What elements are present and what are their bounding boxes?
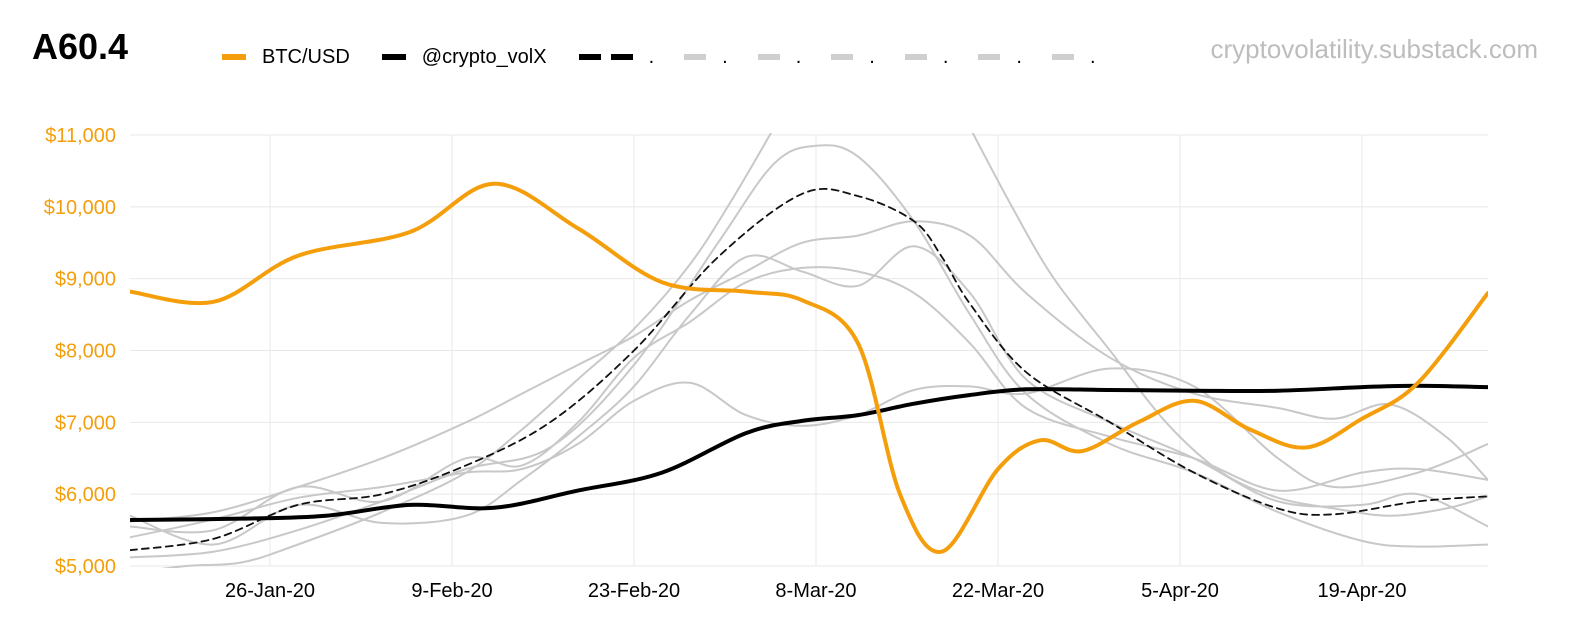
grid xyxy=(130,134,1488,567)
legend-marker: . xyxy=(1016,45,1022,68)
series-line-gray xyxy=(130,220,1488,523)
legend-marker: . xyxy=(942,45,949,68)
legend-label-btc: BTC/USD xyxy=(262,45,350,68)
series-line-gray xyxy=(160,133,773,568)
x-tick-label: 22-Mar-20 xyxy=(952,580,1044,602)
series-line-gray xyxy=(130,266,1488,534)
y-tick-label: $6,000 xyxy=(55,484,116,506)
legend-dash-gray xyxy=(978,54,1001,60)
gray-series-group xyxy=(130,133,1488,568)
legend-marker: . xyxy=(722,45,728,68)
legend-dash-black xyxy=(610,54,633,60)
legend-marker: . xyxy=(648,45,655,68)
series-line-btc-usd xyxy=(130,181,1488,554)
legend: BTC/USD @crypto_volX . . . . . . . xyxy=(222,40,1096,74)
legend-marker: . xyxy=(869,45,875,68)
series-line-gray xyxy=(971,133,1488,517)
x-tick-label: 5-Apr-20 xyxy=(1141,580,1219,602)
y-tick-label: $10,000 xyxy=(44,197,116,219)
legend-dash-gray xyxy=(904,54,927,60)
legend-item-btc[interactable]: BTC/USD xyxy=(222,46,350,69)
x-tick-label: 8-Mar-20 xyxy=(775,580,856,602)
legend-dash-gray xyxy=(831,54,854,60)
legend-label-vol: @crypto_volX xyxy=(421,45,547,68)
y-tick-label: $5,000 xyxy=(55,556,116,578)
chart-title: A60.4 xyxy=(32,26,129,67)
series-line-dashed xyxy=(130,188,1488,552)
legend-marker: . xyxy=(795,45,802,68)
y-axis: $5,000 $6,000 $7,000 $8,000 $9,000 $10,000 $11… xyxy=(44,125,116,578)
legend-dash-gray xyxy=(757,54,780,60)
y-tick-label: $11,000 xyxy=(45,125,116,147)
x-tick-label: 23-Feb-20 xyxy=(588,580,680,602)
series-line-gray xyxy=(130,245,1488,546)
legend-dash-gray xyxy=(684,54,707,60)
series-line-gray xyxy=(130,367,1488,539)
legend-marker: . xyxy=(1089,45,1096,68)
source-credit: cryptovolatility.substack.com xyxy=(1210,34,1538,64)
x-axis: 26-Jan-20 9-Feb-20 23-Feb-20 8-Mar-20 22-Mar… xyxy=(225,580,1407,602)
legend-dash-gray xyxy=(1051,54,1074,60)
x-tick-label: 26-Jan-20 xyxy=(225,580,315,602)
legend-swatch-btc xyxy=(222,54,246,60)
legend-item-vol[interactable]: @crypto_volX xyxy=(381,45,547,69)
y-tick-label: $8,000 xyxy=(55,341,116,363)
x-tick-label: 9-Feb-20 xyxy=(411,580,492,602)
x-tick-label: 19-Apr-20 xyxy=(1318,580,1407,602)
series-line-crypto-volx xyxy=(130,383,1488,522)
y-tick-label: $7,000 xyxy=(55,412,116,434)
legend-swatch-vol xyxy=(381,54,406,60)
legend-extra-series: . . . . . . . xyxy=(578,45,1096,69)
y-tick-label: $9,000 xyxy=(55,269,116,291)
legend-dash-black xyxy=(578,54,601,60)
main-series-group xyxy=(130,181,1488,554)
